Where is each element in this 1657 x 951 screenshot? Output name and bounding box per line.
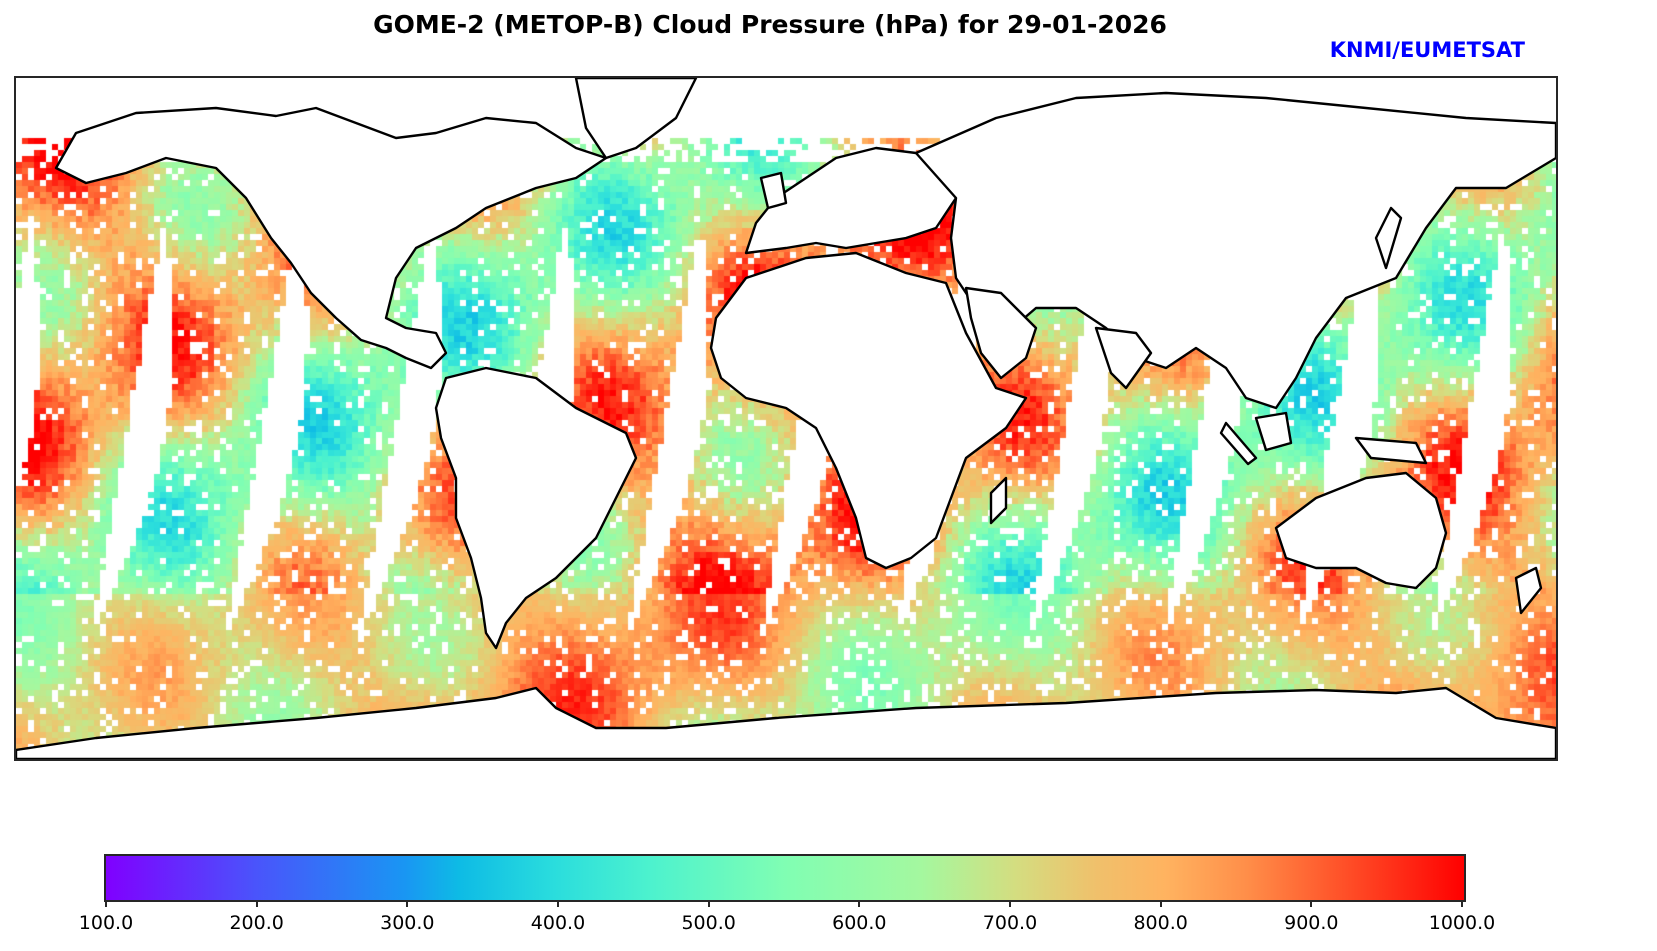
colorbar-tick-label: 500.0 — [681, 912, 736, 934]
continent-south-america — [434, 366, 638, 650]
colorbar-tick — [858, 900, 861, 907]
chart-title: GOME-2 (METOP-B) Cloud Pressure (hPa) fo… — [373, 10, 1167, 39]
colorbar-tick-label: 400.0 — [530, 912, 586, 934]
colorbar-tick — [1310, 900, 1313, 907]
colorbar-tick — [707, 900, 710, 907]
island-japan — [1374, 206, 1403, 270]
colorbar-tick-label: 1000.0 — [1428, 912, 1496, 934]
island-new-zealand — [1514, 566, 1543, 615]
colorbar-tick-label: 700.0 — [982, 912, 1038, 934]
colorbar-tick — [406, 900, 409, 907]
peninsula-india — [1094, 326, 1153, 390]
continent-antarctica — [16, 686, 1556, 759]
peninsula-arabia — [964, 286, 1038, 380]
colorbar-tick-label: 900.0 — [1284, 912, 1339, 934]
colorbar-tick-label: 600.0 — [832, 912, 887, 934]
colorbar-tick — [255, 900, 258, 907]
colorbar-tick-label: 300.0 — [380, 912, 435, 934]
island-madagascar — [989, 476, 1008, 525]
island-sumatra — [1219, 421, 1258, 466]
continent-africa — [709, 251, 1028, 570]
island-borneo — [1254, 411, 1293, 452]
continent-greenland — [574, 78, 698, 160]
colorbar-tick — [557, 900, 559, 907]
continent-australia — [1274, 471, 1448, 590]
colorbar-tick — [105, 900, 107, 907]
coastlines — [16, 78, 1556, 759]
island-uk — [759, 171, 788, 210]
map-panel — [14, 76, 1558, 761]
colorbar-tick — [1159, 900, 1162, 907]
continent-north-america — [54, 106, 608, 370]
colorbar-tick — [1461, 900, 1463, 907]
colorbar-tick-label: 100.0 — [78, 912, 134, 934]
colorbar-tick — [1009, 900, 1011, 907]
credit-label: KNMI/EUMETSAT — [1329, 38, 1525, 62]
colorbar — [104, 854, 1466, 902]
colorbar-tick-label: 800.0 — [1133, 912, 1188, 934]
island-new-guinea — [1354, 436, 1428, 465]
colorbar-tick-label: 200.0 — [229, 912, 284, 934]
